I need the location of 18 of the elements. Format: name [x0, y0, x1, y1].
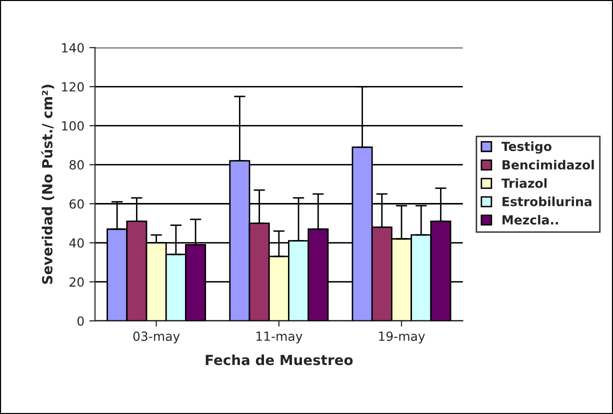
x-tick-label: 19-may: [379, 331, 425, 344]
legend-label: Bencimidazol: [502, 160, 594, 170]
x-tick-label: 03-may: [133, 331, 180, 344]
y-tick-label: 120: [62, 82, 84, 92]
y-tick-label: 80: [70, 160, 84, 170]
y-tick-label: 60: [70, 199, 84, 209]
y-tick-label: 20: [70, 277, 84, 287]
y-tick-label: 100: [62, 121, 84, 131]
x-tick-label: 11-may: [256, 332, 302, 344]
legend-label: Mezcla..: [502, 214, 558, 225]
y-tick-label: 40: [69, 238, 84, 248]
y-tick-label: 140: [62, 43, 84, 53]
x-axis-title: Fecha de Muestreo: [206, 354, 353, 366]
y-axis-title: Severidad (No Púst./ cm²): [41, 84, 54, 284]
legend-label: Triazol: [501, 178, 547, 188]
y-tick-label: 0: [77, 316, 84, 326]
legend-label: Estrobilurina: [502, 196, 592, 206]
legend-label: Testigo: [501, 141, 552, 154]
